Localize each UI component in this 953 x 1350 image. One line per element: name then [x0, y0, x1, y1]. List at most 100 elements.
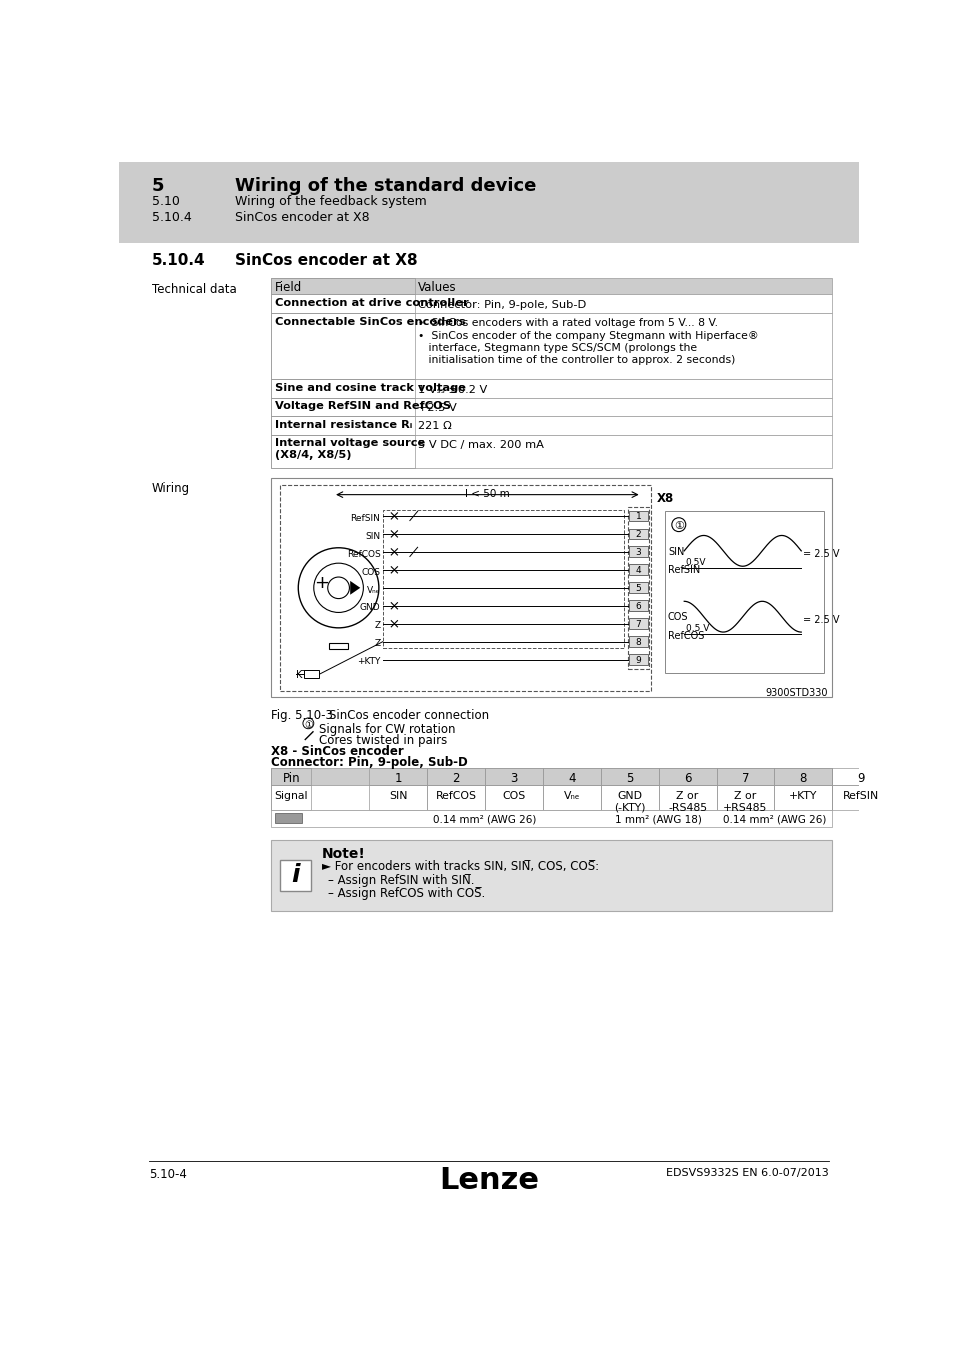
Text: Cores twisted in pairs: Cores twisted in pairs — [319, 734, 447, 747]
Text: 4: 4 — [635, 566, 640, 575]
Text: 2: 2 — [452, 772, 459, 784]
Text: Wiring of the standard device: Wiring of the standard device — [235, 177, 537, 196]
Text: Wiring: Wiring — [152, 482, 190, 495]
Bar — [271, 278, 831, 294]
Text: 0.5V: 0.5V — [685, 558, 705, 567]
Bar — [271, 294, 415, 313]
Text: – Assign RefCOS with COS̅.: – Assign RefCOS with COS̅. — [328, 887, 484, 899]
Bar — [271, 478, 831, 697]
Text: X8 - SinCos encoder: X8 - SinCos encoder — [271, 745, 403, 757]
Bar — [629, 582, 647, 593]
Bar — [274, 813, 302, 823]
Bar — [831, 784, 889, 810]
Bar — [600, 784, 658, 810]
Text: SinCos encoder at X8: SinCos encoder at X8 — [235, 212, 370, 224]
Bar — [271, 398, 415, 416]
Text: RefCOS: RefCOS — [667, 630, 703, 640]
Text: = 2.5 V: = 2.5 V — [802, 549, 839, 559]
Bar — [629, 510, 647, 521]
Bar — [629, 636, 647, 647]
Bar — [629, 618, 647, 629]
Text: Vₙₑ: Vₙₑ — [367, 586, 380, 594]
Text: 0.5 V: 0.5 V — [685, 624, 708, 633]
Text: 1 mm² (AWG 18): 1 mm² (AWG 18) — [615, 815, 701, 825]
Bar — [271, 416, 415, 435]
Bar — [629, 528, 647, 539]
Text: Fig. 5.10-3: Fig. 5.10-3 — [271, 710, 333, 722]
Polygon shape — [350, 580, 360, 595]
Bar — [271, 768, 311, 784]
Text: X8: X8 — [657, 491, 674, 505]
Bar — [271, 840, 831, 911]
Text: 1: 1 — [635, 512, 640, 521]
Text: Signal: Signal — [274, 791, 308, 801]
Bar — [658, 768, 716, 784]
Text: COS: COS — [361, 567, 380, 576]
Text: COS: COS — [667, 612, 688, 622]
Text: Internal voltage source
(X8/4, X8/5): Internal voltage source (X8/4, X8/5) — [274, 439, 425, 460]
Text: 0.14 mm² (AWG 26): 0.14 mm² (AWG 26) — [722, 815, 825, 825]
Bar — [658, 784, 716, 810]
Text: EDSVS9332S EN 6.0-07/2013: EDSVS9332S EN 6.0-07/2013 — [666, 1168, 828, 1177]
Text: Pin: Pin — [282, 772, 300, 784]
Circle shape — [298, 548, 378, 628]
Text: 6: 6 — [683, 772, 691, 784]
Bar — [271, 398, 831, 416]
Text: 9: 9 — [635, 656, 640, 664]
Text: Z: Z — [374, 621, 380, 630]
Bar — [484, 784, 542, 810]
Text: RefSIN: RefSIN — [667, 564, 700, 575]
Bar — [427, 768, 484, 784]
Text: SIN: SIN — [667, 547, 683, 558]
Text: 5: 5 — [625, 772, 633, 784]
Text: ► For encoders with tracks SIN, SIN̅, COS, COS̅:: ► For encoders with tracks SIN, SIN̅, CO… — [321, 860, 598, 873]
Bar — [774, 768, 831, 784]
Text: RefSIN: RefSIN — [350, 513, 380, 522]
Circle shape — [314, 563, 363, 613]
Text: Connection at drive controller: Connection at drive controller — [274, 298, 468, 308]
Bar — [271, 294, 831, 313]
Bar — [629, 547, 647, 558]
Text: 9: 9 — [857, 772, 864, 784]
Text: Z or
+RS485: Z or +RS485 — [722, 791, 767, 813]
Text: 5.10.4: 5.10.4 — [152, 212, 192, 224]
Text: 3: 3 — [635, 548, 640, 558]
Bar — [427, 784, 484, 810]
Text: Sine and cosine track voltage: Sine and cosine track voltage — [274, 383, 465, 393]
Text: 1: 1 — [395, 772, 401, 784]
Bar — [369, 768, 427, 784]
Bar — [271, 810, 831, 826]
Text: ①: ① — [304, 721, 313, 730]
Bar — [303, 671, 319, 678]
Bar — [280, 860, 311, 891]
Text: Note!: Note! — [321, 846, 365, 860]
Text: 1 Vₛₛ ±0.2 V: 1 Vₛₛ ±0.2 V — [418, 385, 487, 394]
Bar — [629, 601, 647, 612]
Text: 3: 3 — [510, 772, 517, 784]
Text: RefSIN: RefSIN — [842, 791, 879, 801]
Text: +KTY: +KTY — [788, 791, 817, 801]
Text: 0.14 mm² (AWG 26): 0.14 mm² (AWG 26) — [433, 815, 537, 825]
Bar — [271, 313, 415, 379]
Text: Internal resistance Rᵢ: Internal resistance Rᵢ — [274, 420, 412, 429]
Text: +2.5 V: +2.5 V — [418, 404, 456, 413]
Bar — [542, 768, 600, 784]
Text: – Assign RefSIN with SIN̅.: – Assign RefSIN with SIN̅. — [328, 875, 474, 887]
Text: RefCOS: RefCOS — [436, 791, 476, 801]
Bar — [484, 768, 542, 784]
Bar — [382, 510, 623, 648]
Text: 5.10-4: 5.10-4 — [149, 1168, 187, 1181]
Text: 5: 5 — [635, 585, 640, 593]
Bar — [329, 643, 348, 649]
Bar — [271, 768, 831, 784]
Text: Technical data: Technical data — [152, 284, 236, 296]
Text: GND
(-KTY): GND (-KTY) — [614, 791, 645, 813]
Text: Lenze: Lenze — [438, 1166, 538, 1195]
Bar — [629, 655, 647, 666]
Text: i: i — [292, 864, 300, 887]
Text: Z̅: Z̅ — [374, 640, 380, 648]
Bar — [716, 784, 774, 810]
Text: 5: 5 — [152, 177, 164, 196]
Text: +: + — [314, 574, 329, 593]
Text: 7: 7 — [635, 620, 640, 629]
